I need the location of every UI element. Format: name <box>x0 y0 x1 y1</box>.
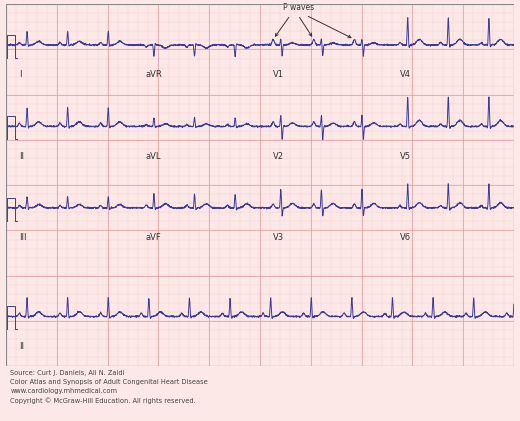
Text: aVF: aVF <box>146 233 162 242</box>
Text: Source: Curt J. Daniels, Ali N. Zaidi
Color Atlas and Synopsis of Adult Congenit: Source: Curt J. Daniels, Ali N. Zaidi Co… <box>10 370 208 404</box>
Text: III: III <box>19 233 27 242</box>
Text: V1: V1 <box>272 70 284 79</box>
Text: V5: V5 <box>399 152 411 161</box>
Text: aVR: aVR <box>146 70 163 79</box>
Text: V3: V3 <box>272 233 284 242</box>
Text: II: II <box>19 152 24 161</box>
Text: I: I <box>19 70 21 79</box>
Text: aVL: aVL <box>146 152 161 161</box>
Text: V2: V2 <box>272 152 284 161</box>
Text: P waves: P waves <box>282 3 314 12</box>
Text: V6: V6 <box>399 233 411 242</box>
Text: V4: V4 <box>399 70 411 79</box>
Text: II: II <box>19 342 24 351</box>
